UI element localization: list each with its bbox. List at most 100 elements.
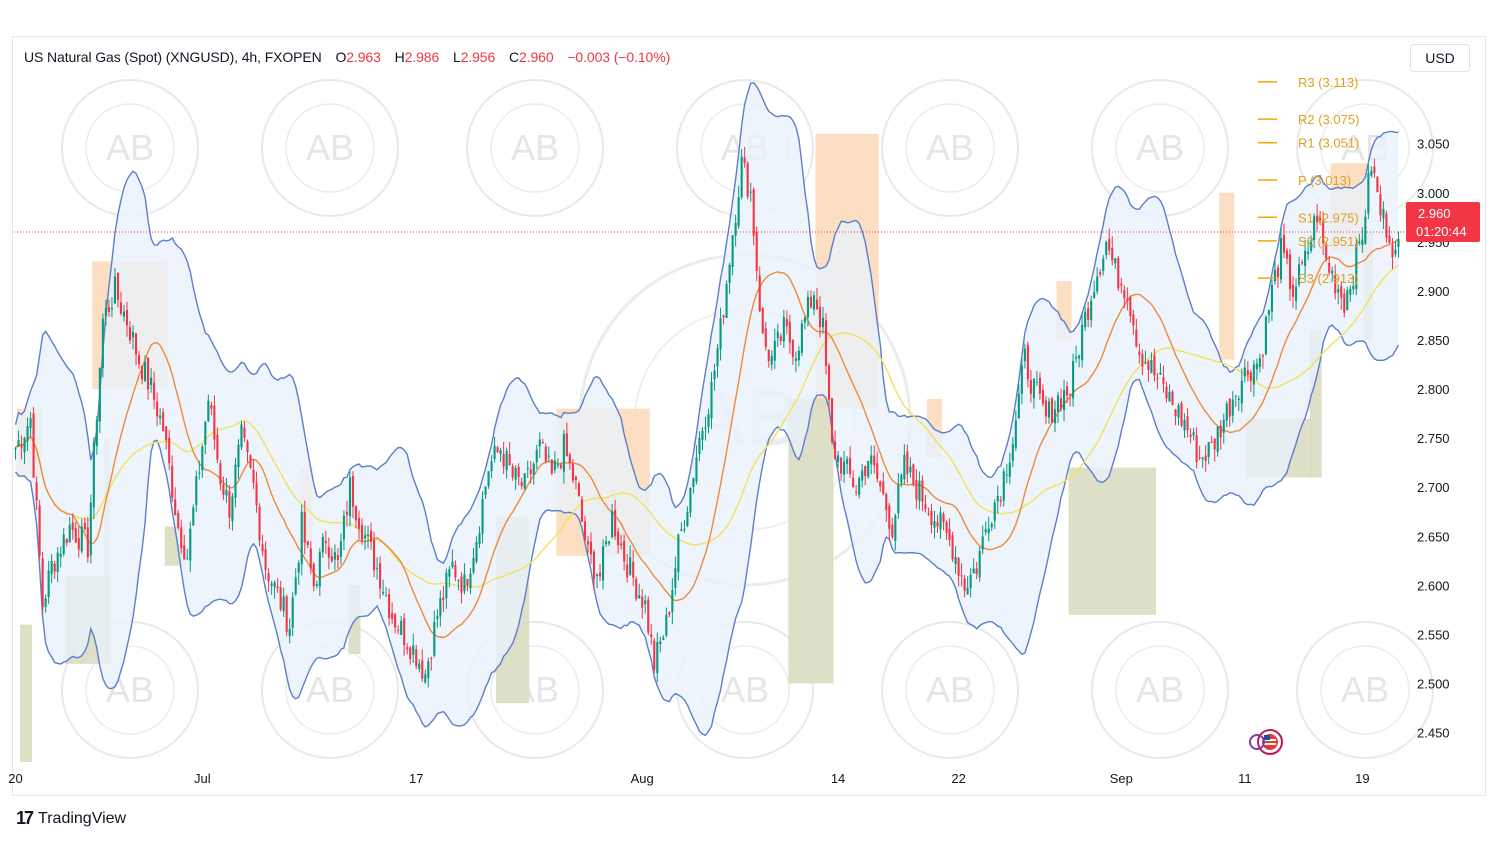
demand-zone (1068, 467, 1156, 615)
candle-body (1099, 272, 1102, 275)
candle-body (159, 415, 162, 419)
candle-body (954, 556, 957, 565)
candle-body (1153, 355, 1156, 376)
candle-body (122, 311, 126, 317)
candle-body (68, 524, 71, 543)
flag-icon[interactable] (1249, 729, 1283, 755)
candle-body (493, 445, 496, 459)
candle-body (605, 541, 608, 545)
price-tick-label: 2.900 (1417, 284, 1450, 299)
candle-body (373, 539, 376, 571)
candle-body (1216, 426, 1219, 452)
candle-body (1361, 239, 1364, 246)
candle-body (321, 536, 324, 553)
candle-body (481, 498, 484, 534)
candle-body (1144, 362, 1147, 364)
price-tick-label: 3.050 (1417, 137, 1450, 152)
candle-body (960, 575, 963, 577)
candle-body (873, 455, 876, 466)
candle-body (1035, 381, 1038, 383)
candle-body (424, 674, 427, 683)
candle-body (1162, 376, 1165, 384)
candle-body (608, 541, 611, 544)
candle-body (297, 563, 300, 573)
symbol-name[interactable]: US Natural Gas (Spot) (XNGUSD), 4h, FXOP… (24, 49, 322, 65)
candle-body (1050, 398, 1054, 423)
candle-body (1132, 314, 1135, 326)
candle-body (906, 451, 909, 474)
tradingview-logo[interactable]: 17 TradingView (16, 808, 126, 829)
candle-body (568, 454, 571, 464)
candle-body (156, 401, 159, 417)
watermark-ring-inner (285, 103, 375, 193)
candle-body (183, 545, 186, 560)
candle-body (626, 564, 629, 578)
candle-body (270, 583, 273, 586)
candle-body (800, 323, 803, 353)
candle-body (1397, 239, 1400, 247)
candle-body (339, 541, 342, 558)
candle-body (915, 479, 918, 500)
candle-body (1174, 409, 1177, 417)
currency-button[interactable]: USD (1410, 44, 1470, 72)
candle-body (1379, 194, 1382, 216)
candle-body (1204, 455, 1207, 461)
candle-body (210, 405, 213, 409)
candle-body (204, 421, 207, 445)
time-axis[interactable]: 20 Jul 17 Aug 14 22 Sep 11 19 (8, 771, 1369, 786)
candle-body (1358, 241, 1361, 244)
candle-body (577, 483, 581, 497)
candle-body (1014, 420, 1017, 448)
candle-body (701, 430, 704, 440)
candle-body (460, 576, 463, 593)
candle-body (77, 538, 80, 550)
price-tick-label: 2.800 (1417, 382, 1450, 397)
candle-body (53, 563, 56, 572)
last-price-value: 2.960 (1418, 206, 1451, 221)
time-tick-label: Aug (631, 771, 654, 786)
candle-body (303, 512, 306, 543)
candle-body (1313, 216, 1316, 241)
candle-body (776, 331, 779, 339)
watermark-ring-inner (490, 103, 580, 193)
candle-body (999, 500, 1002, 502)
candle-body (80, 526, 83, 552)
candle-body (56, 552, 59, 572)
bollinger-fill (15, 82, 1399, 736)
candle-body (391, 613, 394, 620)
candle-body (1285, 250, 1289, 259)
candle-body (309, 548, 312, 569)
change-value: −0.003 (−0.10%) (567, 49, 671, 65)
candle-body (544, 446, 547, 462)
price-axis[interactable]: 3.0503.0002.9502.9002.8502.8002.7502.700… (1417, 137, 1450, 741)
candle-body (764, 328, 767, 347)
candle-body (930, 510, 933, 525)
price-tick-label: 2.550 (1417, 627, 1450, 642)
candle-body (689, 487, 692, 513)
watermark-ring (261, 79, 399, 217)
candle-body (1394, 249, 1397, 255)
candle-body (1023, 348, 1026, 362)
candle-body (44, 598, 47, 607)
candle-body (725, 283, 728, 319)
candle-body (1249, 372, 1252, 381)
candle-body (1029, 379, 1032, 394)
candle-body (1066, 386, 1069, 396)
candle-body (656, 642, 659, 674)
candle-body (101, 318, 104, 368)
candle-body (478, 532, 481, 544)
candle-body (815, 299, 819, 310)
candle-body (116, 272, 120, 300)
candle-body (589, 541, 593, 555)
candle-body (635, 579, 638, 600)
candle-body (336, 555, 339, 560)
candle-body (1385, 213, 1388, 238)
candle-body (1105, 241, 1108, 256)
candle-body (98, 367, 101, 422)
candle-body (710, 381, 713, 419)
candle-body (629, 557, 632, 575)
candle-body (1213, 438, 1216, 450)
candle-body (174, 499, 177, 515)
candle-body (394, 614, 397, 628)
